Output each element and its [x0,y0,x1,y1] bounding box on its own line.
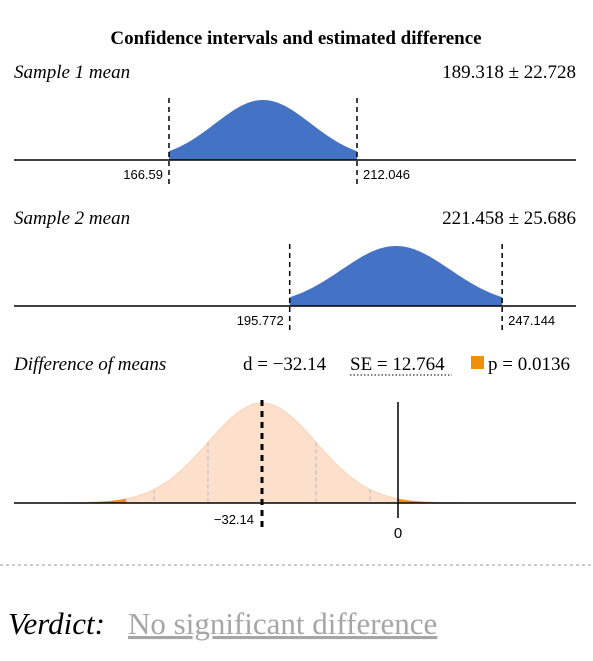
sample1-lower-bound-label: 166.59 [123,167,163,182]
sample1-estimate: 189.318 ± 22.728 [442,62,576,83]
difference-label: Difference of means [13,354,166,375]
p-value-right-tail [398,498,470,503]
verdict-value: No significant difference [128,606,437,641]
sample2-estimate: 221.458 ± 25.686 [442,208,576,229]
difference-panel: Difference of means d = −32.14 SE = 12.7… [13,354,576,542]
p-value: p = 0.0136 [488,354,570,375]
sample1-panel: Sample 1 mean 189.318 ± 22.728 166.59 21… [14,62,576,185]
diagram-title: Confidence intervals and estimated diffe… [110,28,481,49]
p-value-swatch [471,356,484,369]
sample2-lower-bound-label: 195.772 [237,313,284,328]
difference-d-value: d = −32.14 [243,354,327,375]
sample2-label: Sample 2 mean [14,208,130,229]
sample1-label: Sample 1 mean [14,62,130,83]
zero-label: 0 [394,525,402,542]
sample2-panel: Sample 2 mean 221.458 ± 25.686 195.772 2… [14,208,576,330]
sample1-upper-bound-label: 212.046 [363,167,410,182]
p-value-left-tail [60,498,126,503]
verdict-label: Verdict: [8,606,105,641]
estimated-difference-label: −32.14 [214,512,254,527]
sample1-ci-curve [169,100,357,160]
sample2-ci-curve [289,246,503,306]
difference-distribution-curve [59,402,471,504]
sample2-upper-bound-label: 247.144 [508,313,555,328]
standard-error-value: SE = 12.764 [350,354,445,375]
standard-error-guides [153,442,371,503]
